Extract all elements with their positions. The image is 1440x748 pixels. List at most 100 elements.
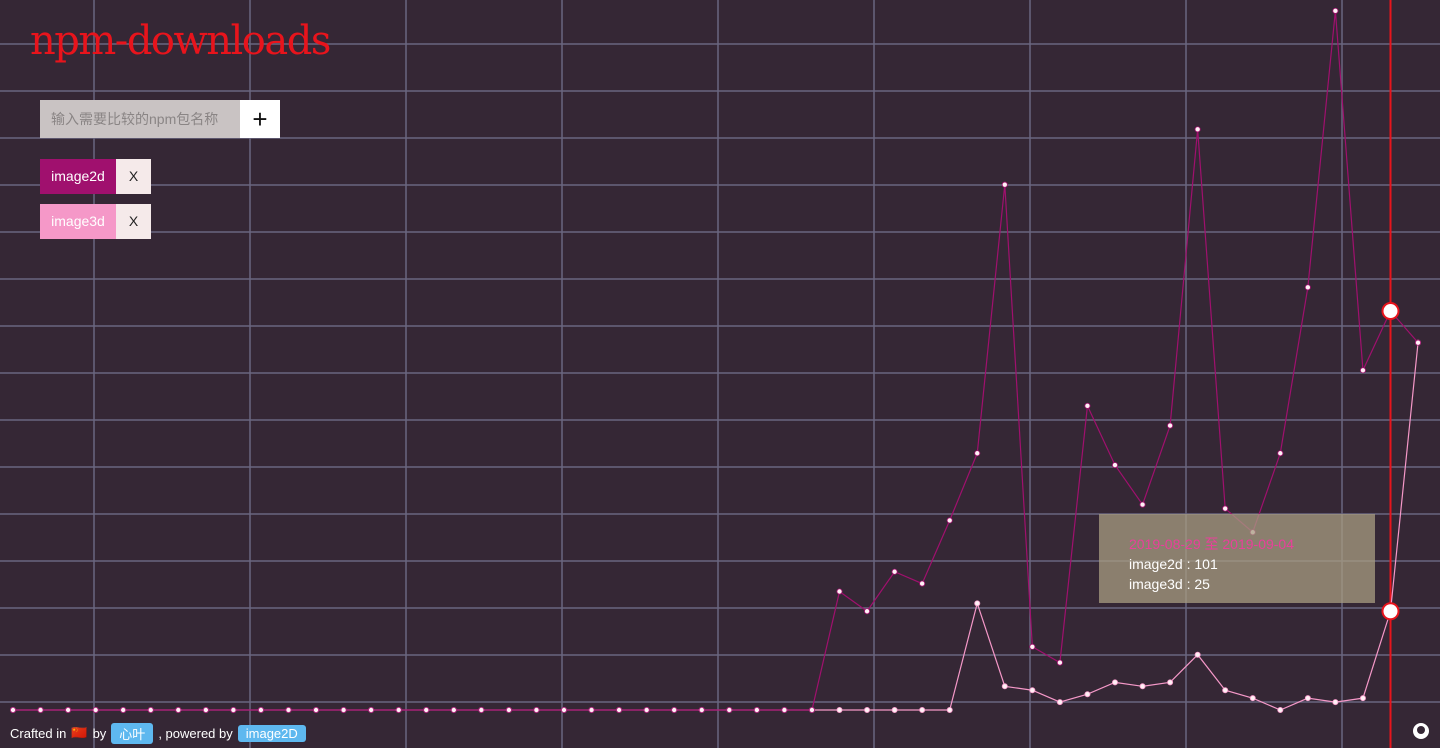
point [478,707,485,714]
point [1112,679,1119,686]
point [1359,695,1366,702]
add-button[interactable]: + [240,100,280,138]
point [1194,651,1201,658]
point [1029,687,1036,694]
point [891,707,898,714]
point [9,707,16,714]
point [1084,402,1091,409]
point [919,580,926,587]
point [698,707,705,714]
point [1332,7,1339,14]
tag: image2d X [40,159,151,194]
point [836,588,843,595]
point [313,707,320,714]
point [65,707,72,714]
point [561,707,568,714]
point [919,707,926,714]
point [1304,284,1311,291]
tooltip-row: image2d 101 [1129,554,1345,574]
point [946,517,953,524]
tag: image3d X [40,204,151,239]
point [1222,687,1229,694]
author-link[interactable]: 心叶 [111,722,154,744]
point [588,707,595,714]
lib-link[interactable]: image2D [237,724,306,742]
point [395,707,402,714]
point [974,600,981,607]
package-input[interactable]: 输入需要比较的npm包名称 [40,100,240,138]
point [781,707,788,714]
point [808,707,815,714]
point [230,707,237,714]
point [92,707,99,714]
point [257,707,264,714]
point [1277,707,1284,714]
series-value: 101 [1194,556,1218,572]
point [1139,683,1146,690]
point [974,450,981,457]
series-name: image3d [1129,576,1183,592]
point [450,707,457,714]
footer-text: , powered by [158,725,233,741]
point [202,707,209,714]
point [1277,450,1284,457]
point [864,608,871,615]
point [891,568,898,575]
separator [1183,576,1195,592]
point [753,707,760,714]
point [1084,691,1091,698]
point [340,707,347,714]
footer-text: by [92,725,107,741]
point [643,707,650,714]
point [368,707,375,714]
point [1415,339,1422,346]
tag-name: image2d [40,159,116,194]
tooltip-title: 2019-08-29 至 2019-09-04 [1129,536,1295,552]
remove-button[interactable]: X [116,204,151,239]
point [864,707,871,714]
point [1332,699,1339,706]
point [1139,501,1146,508]
github-icon[interactable] [1411,721,1431,741]
point [1249,695,1256,702]
footer-text: Crafted in [10,725,67,741]
point [1001,683,1008,690]
point [1304,695,1311,702]
point [1194,126,1201,133]
point [836,707,843,714]
point [671,707,678,714]
point [616,707,623,714]
point [505,707,512,714]
point [1167,422,1174,429]
point [423,707,430,714]
point [946,707,953,714]
point [1029,643,1036,650]
point [1056,659,1063,666]
flag: 🇨🇳 [71,725,88,740]
point [120,707,127,714]
tag-name: image3d [40,204,116,239]
remove-button[interactable]: X [116,159,151,194]
point [285,707,292,714]
highlight-point [1381,602,1400,621]
series-name: image2d [1129,556,1183,572]
highlight-point [1381,302,1400,321]
point [1001,181,1008,188]
point [175,707,182,714]
point [147,707,154,714]
series-line [13,10,1419,711]
point [1056,699,1063,706]
point [1112,462,1119,469]
point [1359,367,1366,374]
point [1222,505,1229,512]
point [1167,679,1174,686]
separator [1183,556,1195,572]
point [533,707,540,714]
point [37,707,44,714]
footer: Crafted in 🇨🇳 by 心叶 , powered by image2D [10,722,306,744]
point [726,707,733,714]
series-value: 25 [1194,576,1210,592]
tooltip: 2019-08-29 至 2019-09-04 image2d 101 image… [1099,514,1375,603]
